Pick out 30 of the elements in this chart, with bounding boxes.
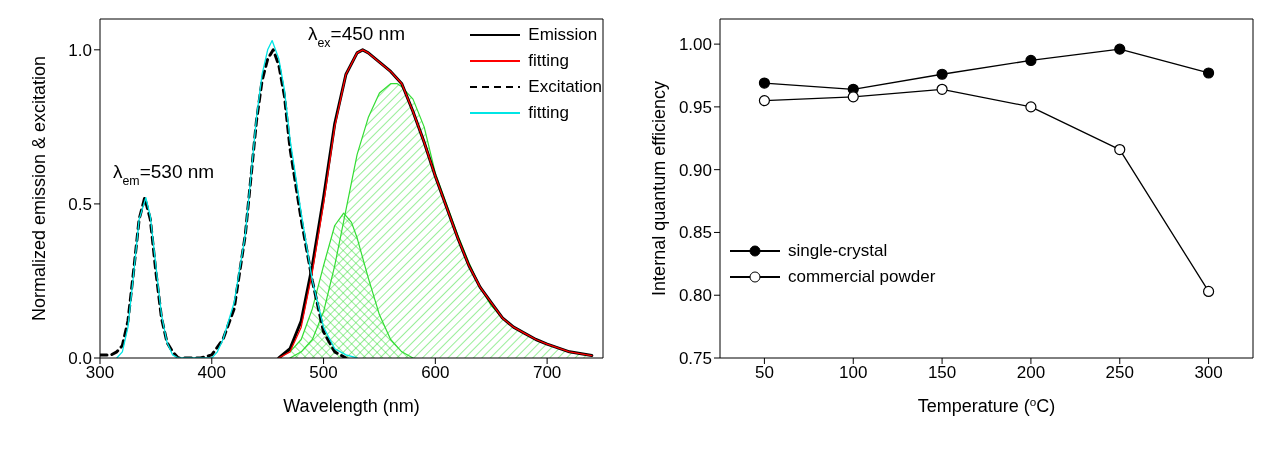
legend-label: fitting: [528, 102, 569, 124]
annotation: λ$_{em}$=530 nm: [113, 161, 215, 188]
legend-label: Excitation: [528, 76, 602, 98]
x-tick-label: 500: [309, 363, 338, 383]
x-tick-label: 700: [532, 363, 562, 383]
x-tick-label: 250: [1105, 363, 1134, 383]
y-tick-label: 0.85: [678, 223, 712, 243]
y-tick-label: 0.5: [68, 194, 92, 214]
x-axis-title: Wavelength (nm): [283, 396, 420, 416]
y-tick-label: 1.0: [68, 40, 92, 60]
x-tick-label: 300: [1194, 363, 1223, 383]
y-tick-label: 0.90: [678, 160, 712, 180]
x-axis-title: Temperature ($^{o}$C): [917, 394, 1056, 416]
legend-label: Emission: [528, 24, 598, 46]
x-tick-label: 100: [839, 363, 868, 383]
y-tick-label: 0.95: [678, 97, 712, 117]
x-tick-label: 600: [421, 363, 450, 383]
y-tick-label: 1.00: [678, 35, 712, 55]
x-tick-label: 200: [1016, 363, 1046, 383]
y-axis-title: Internal quantum efficiency: [648, 81, 669, 296]
legend-label: fitting: [528, 50, 569, 72]
legend-label: single-crystal: [788, 240, 888, 262]
x-tick-label: 150: [927, 363, 957, 383]
legend-label: commercial powder: [788, 266, 936, 288]
x-tick-label: 50: [754, 363, 774, 383]
y-tick-label: 0.80: [678, 286, 712, 306]
y-axis-title: Normalized emission & excitation: [28, 55, 49, 322]
y-tick-label: 0.75: [678, 349, 712, 369]
x-tick-label: 400: [197, 363, 226, 383]
annotation: λ$_{ex}$=450 nm: [308, 23, 406, 50]
